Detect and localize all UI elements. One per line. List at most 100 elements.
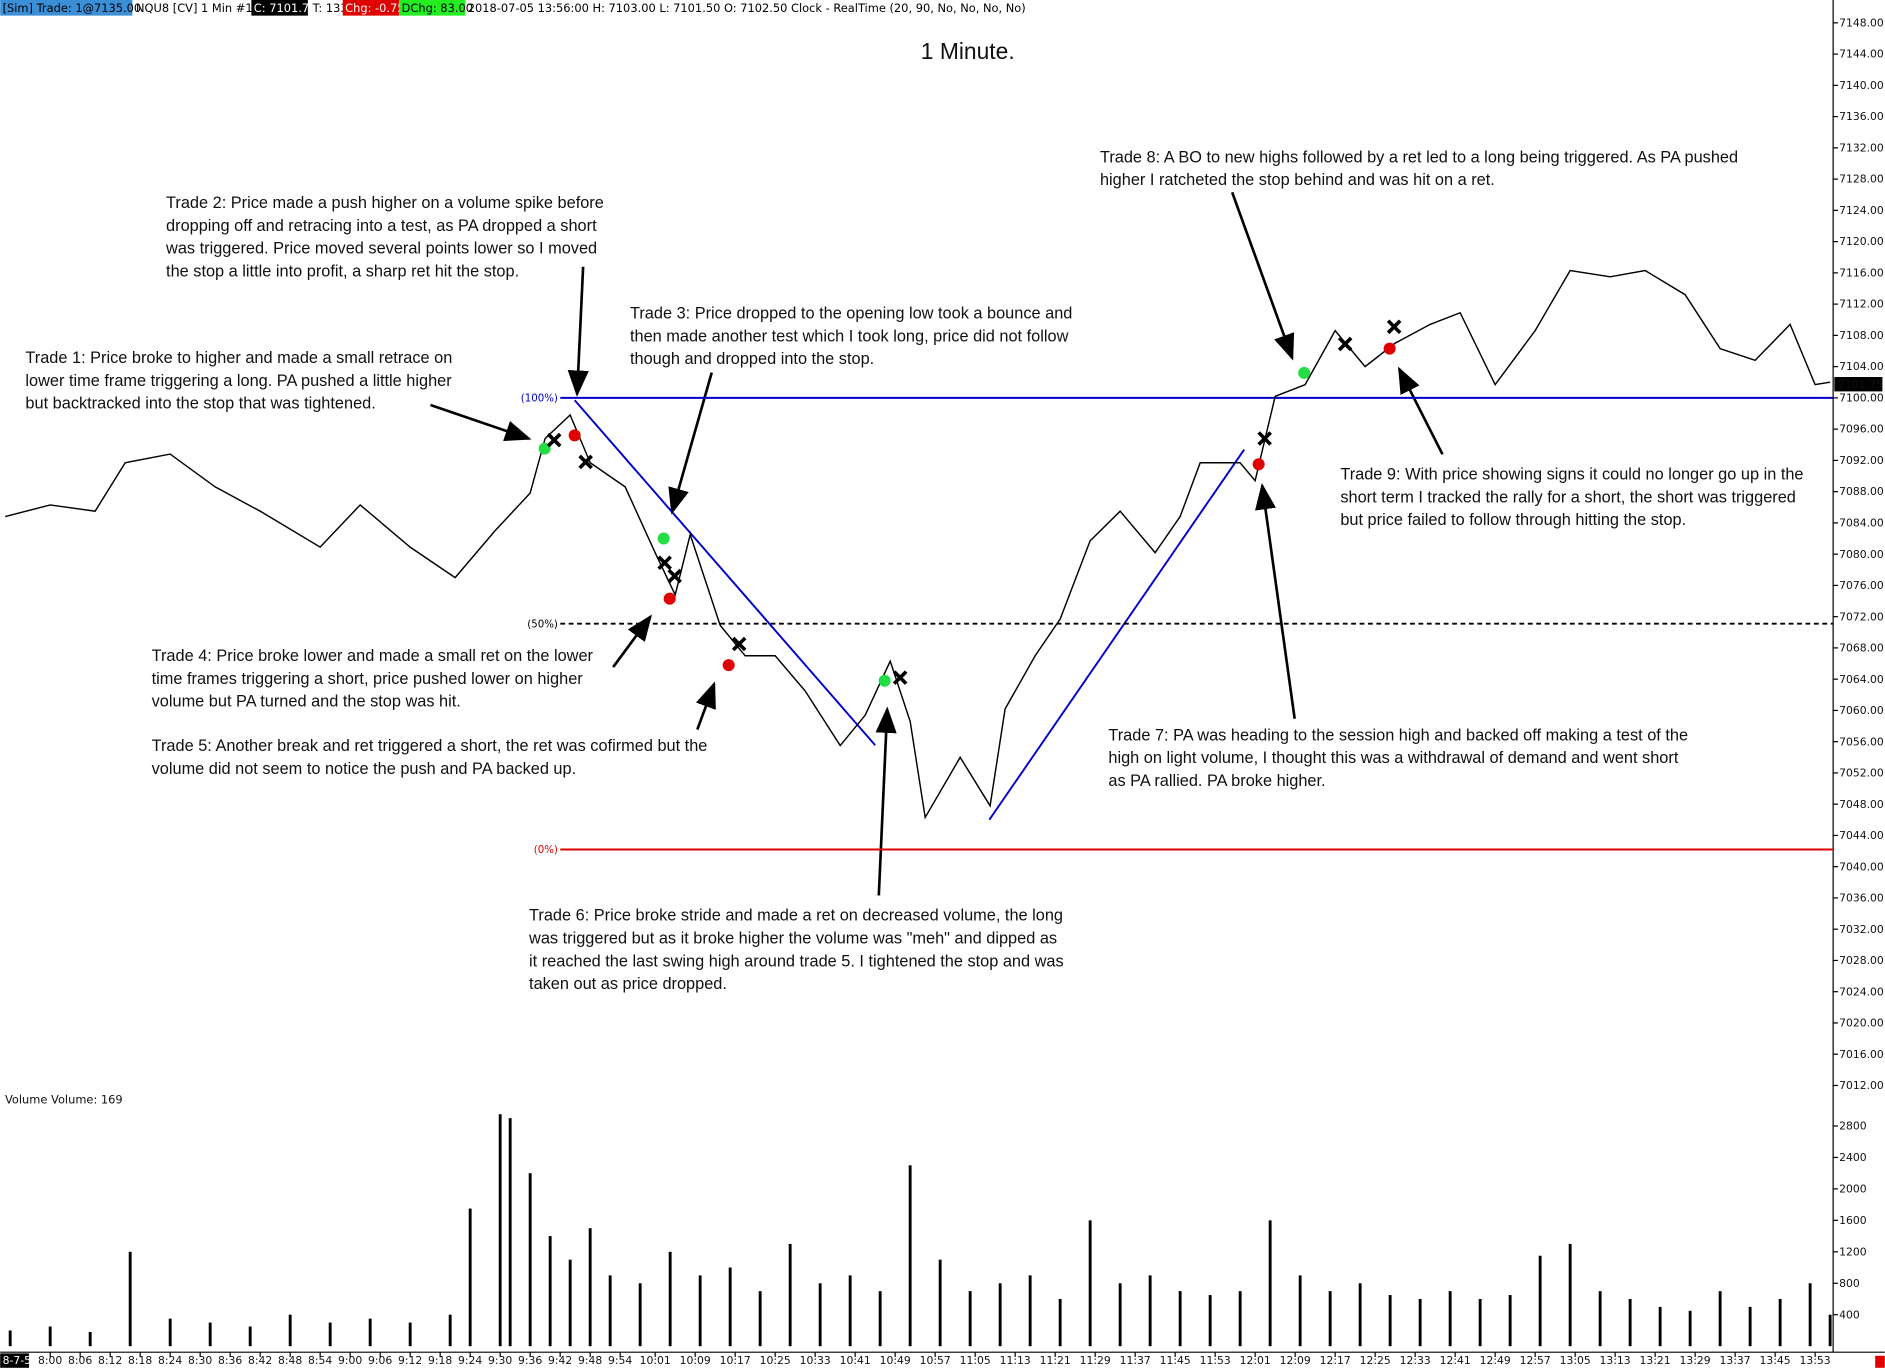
- y-tick-label: 2400: [1839, 1151, 1867, 1164]
- volume-bar: [878, 1291, 882, 1347]
- y-tick-label: 7084.00: [1839, 517, 1884, 530]
- volume-bar: [848, 1275, 852, 1347]
- date-label: 8-7-5: [3, 1354, 31, 1367]
- trade-marker: [568, 429, 581, 442]
- annotation-line: it reached the last swing high around tr…: [529, 952, 1064, 970]
- trade-marker: [1298, 366, 1311, 379]
- y-tick-label: 1200: [1839, 1245, 1867, 1258]
- volume-bar: [1388, 1295, 1392, 1347]
- volume-bar: [248, 1326, 252, 1347]
- last-price: 7101.75: [1838, 378, 1883, 391]
- x-tick-label: 11:29: [1080, 1354, 1111, 1367]
- y-tick-label: 7044.00: [1839, 829, 1884, 842]
- annotation-line: dropping off and retracing into a test, …: [166, 217, 597, 235]
- volume-bar: [1118, 1283, 1122, 1347]
- x-tick-label: 13:45: [1760, 1354, 1791, 1367]
- volume-bar: [1028, 1275, 1032, 1347]
- x-tick-label: 11:13: [1000, 1354, 1031, 1367]
- last-price-box: [1834, 376, 1883, 392]
- y-tick-label: 800: [1839, 1277, 1860, 1290]
- volume-bar: [448, 1314, 452, 1347]
- annotation-line: Trade 1: Price broke to higher and made …: [25, 349, 452, 367]
- volume-bar: [1238, 1291, 1242, 1347]
- volume-bar: [698, 1275, 702, 1347]
- annotation-line: short term I tracked the rally for a sho…: [1340, 488, 1796, 506]
- chart-title: 1 Minute.: [921, 38, 1015, 64]
- volume-bar: [968, 1291, 972, 1347]
- y-tick-label: 7088.00: [1839, 485, 1884, 498]
- trade-marker: [722, 659, 735, 672]
- annotation-line: as PA rallied. PA broke higher.: [1108, 772, 1325, 790]
- volume-bar: [508, 1118, 512, 1347]
- y-tick-label: 2800: [1839, 1120, 1867, 1133]
- x-tick-label: 12:49: [1480, 1354, 1511, 1367]
- y-tick-label: 7148.00: [1839, 16, 1884, 29]
- volume-bar: [1598, 1291, 1602, 1347]
- annotation-line: was triggered. Price moved several point…: [165, 240, 597, 258]
- arrow: [612, 614, 653, 668]
- trade-exit: [1257, 431, 1272, 446]
- volume-bar: [728, 1267, 732, 1347]
- trade-exit: [731, 636, 747, 652]
- annotation-line: Trade 6: Price broke stride and made a r…: [529, 907, 1063, 925]
- y-tick-label: 7104.00: [1839, 360, 1884, 373]
- header-close-bg: [251, 0, 308, 16]
- volume-bar: [938, 1259, 942, 1347]
- level-label: (100%): [521, 393, 558, 404]
- annotation-line: high on light volume, I thought this was…: [1108, 749, 1678, 767]
- y-tick-label: 1600: [1839, 1214, 1867, 1227]
- x-tick-label: 11:05: [960, 1354, 991, 1367]
- volume-bar: [288, 1314, 292, 1347]
- y-tick-label: 7096.00: [1839, 423, 1884, 436]
- volume-bar: [8, 1330, 12, 1347]
- x-tick-label: 8:36: [218, 1354, 242, 1367]
- x-tick-label: 10:57: [920, 1354, 951, 1367]
- annotation-line: volume did not seem to notice the push a…: [152, 760, 577, 778]
- trade-exit: [657, 555, 672, 571]
- x-tick-label: 8:06: [68, 1354, 92, 1367]
- x-tick-label: 12:09: [1280, 1354, 1311, 1367]
- volume-bar: [1808, 1283, 1812, 1347]
- status-indicator: [1875, 1355, 1885, 1368]
- header-close: C: 7101.75: [254, 1, 317, 15]
- x-tick-label: 9:54: [608, 1354, 632, 1367]
- volume-bar: [408, 1322, 412, 1347]
- x-tick-label: 10:49: [880, 1354, 911, 1367]
- x-tick-label: 11:45: [1160, 1354, 1191, 1367]
- trade-exit: [667, 568, 682, 584]
- x-tick-label: 9:00: [338, 1354, 362, 1367]
- volume-bar: [1358, 1283, 1362, 1347]
- trend-line: [573, 399, 876, 746]
- volume-bar: [1208, 1295, 1212, 1347]
- volume-label: Volume Volume: 169: [5, 1092, 123, 1106]
- x-tick-label: 8:30: [188, 1354, 212, 1367]
- annotation-line: higher I ratcheted the stop behind and w…: [1100, 171, 1495, 189]
- volume-bar: [1088, 1220, 1092, 1347]
- x-tick-label: 10:25: [760, 1354, 791, 1367]
- x-tick-label: 8:54: [308, 1354, 332, 1367]
- header-dchange-bg: [399, 0, 466, 16]
- arrow: [567, 266, 589, 397]
- volume-bar: [1778, 1298, 1782, 1347]
- annotation-line: Trade 3: Price dropped to the opening lo…: [630, 305, 1072, 323]
- x-tick-label: 9:48: [578, 1354, 602, 1367]
- volume-bar: [1828, 1314, 1832, 1347]
- y-tick-label: 7116.00: [1839, 266, 1884, 279]
- annotation-line: though and dropped into the stop.: [630, 350, 874, 368]
- volume-bar: [1478, 1298, 1482, 1347]
- volume-bar: [1328, 1291, 1332, 1347]
- trade-marker: [538, 442, 551, 455]
- volume-bar: [1688, 1310, 1692, 1347]
- y-tick-label: 7144.00: [1839, 48, 1884, 61]
- trade-marker: [663, 592, 676, 605]
- annotation-line: but price failed to follow through hitti…: [1340, 511, 1686, 529]
- x-tick-label: 8:24: [158, 1354, 182, 1367]
- volume-bar: [1718, 1291, 1722, 1347]
- annotation-line: volume but PA turned and the stop was hi…: [152, 693, 461, 711]
- header-change: Chg: -0.75: [345, 1, 404, 15]
- y-tick-label: 7032.00: [1839, 923, 1884, 936]
- y-tick-label: 7128.00: [1839, 173, 1884, 186]
- trade-exit: [892, 670, 908, 685]
- x-tick-label: 11:37: [1120, 1354, 1151, 1367]
- y-tick-label: 2000: [1839, 1183, 1867, 1196]
